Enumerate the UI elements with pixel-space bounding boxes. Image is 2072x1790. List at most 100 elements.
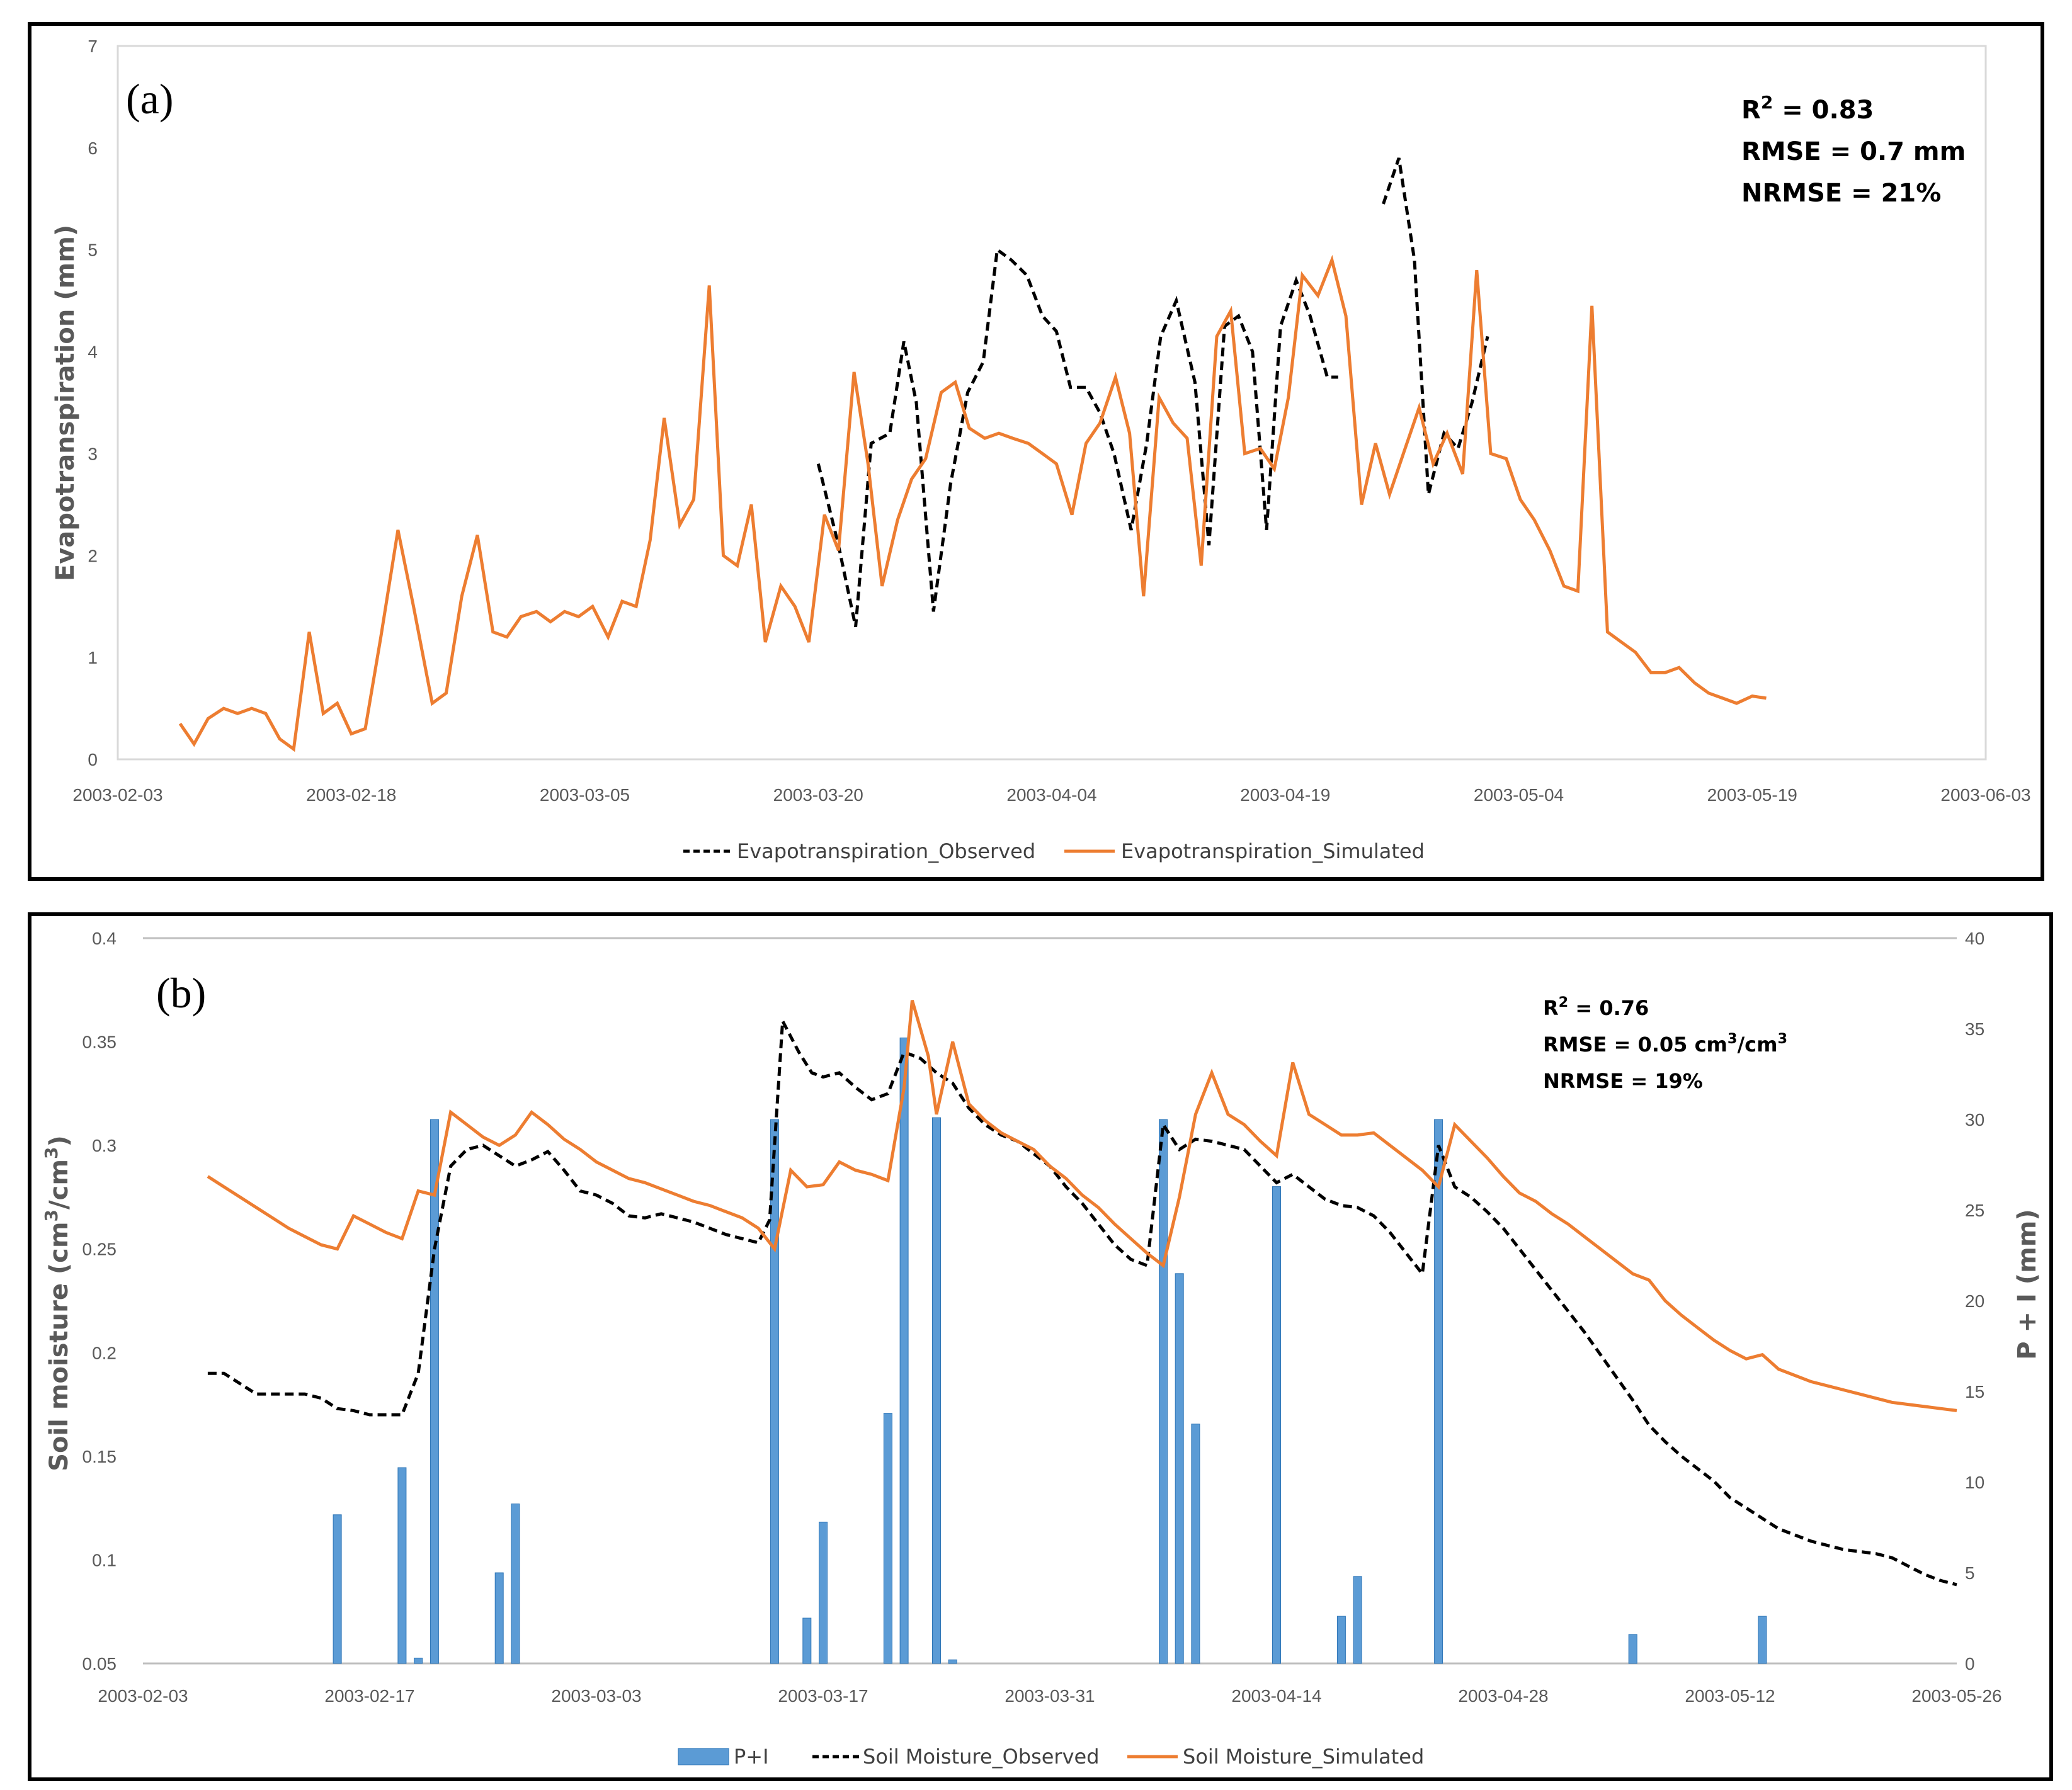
panel-b-label: (b) (156, 969, 206, 1017)
panel-b-y-axis-label: Soil moisture (cm3/cm3) (41, 1135, 74, 1471)
panel-b-y-tick-label: 0.15 (83, 1447, 117, 1466)
panel-a-x-tick-label: 2003-02-03 (72, 785, 162, 805)
panel-a-frame (28, 22, 2044, 881)
panel-b-x-tick-label: 2003-02-17 (324, 1686, 414, 1706)
panel-a: (a) Evapotranspiration (mm) 0 1 2 3 4 5 6 7 200… (28, 22, 2044, 881)
bar-pi (802, 1617, 812, 1664)
bar-pi (397, 1467, 407, 1664)
panel-a-y-ticks: 0 1 2 3 4 5 6 7 (88, 37, 98, 769)
panel-b-y-tick-label: 0.3 (92, 1136, 117, 1155)
panel-b-legend: P+I Soil Moisture_Observed Soil Moisture… (678, 1745, 1424, 1769)
panel-a-y-tick-label: 3 (88, 444, 98, 463)
panel-b-y-tick-label: 0.4 (92, 929, 117, 948)
panel-b-y-right-tick-label: 35 (1965, 1019, 1984, 1039)
bar-pi (932, 1117, 941, 1664)
bar-pi (1159, 1119, 1168, 1664)
panel-b-x-tick-label: 2003-05-26 (1911, 1686, 2001, 1706)
panel-a-x-tick-label: 2003-04-04 (1006, 785, 1096, 805)
legend-label-pi: P+I (734, 1745, 769, 1769)
bar-pi (1758, 1616, 1767, 1664)
bar-pi (333, 1514, 342, 1664)
panel-b-x-tick-label: 2003-05-12 (1685, 1686, 1775, 1706)
panel-b-y-right-tick-label: 15 (1965, 1382, 1984, 1402)
series-sm-observed-line (207, 1015, 1957, 1587)
legend-label-et-observed: Evapotranspiration_Observed (737, 839, 1035, 863)
panel-b-y-tick-label: 0.05 (83, 1654, 117, 1674)
panel-a-y-tick-label: 1 (88, 648, 98, 667)
panel-b-x-tick-label: 2003-04-14 (1231, 1686, 1321, 1706)
series-et-observed-line (1382, 157, 1489, 495)
panel-b-x-tick-label: 2003-03-17 (778, 1686, 868, 1706)
panel-b-stat-nrmse: NRMSE = 19% (1543, 1069, 1703, 1093)
panel-a-x-tick-label: 2003-05-04 (1474, 785, 1564, 805)
panel-a-x-tick-label: 2003-04-19 (1240, 785, 1330, 805)
panel-a-y-tick-label: 4 (88, 343, 98, 362)
panel-b-stats: R2 = 0.76 RMSE = 0.05 cm3/cm3 NRMSE = 19… (1543, 994, 1787, 1093)
panel-a-y-tick-label: 5 (88, 241, 98, 260)
series-sm-simulated-line (207, 1000, 1957, 1412)
panel-a-x-ticks: 2003-02-03 2003-02-18 2003-03-05 2003-03-20… (72, 785, 2030, 805)
panel-a-stats: R2 = 0.83 RMSE = 0.7 mm NRMSE = 21% (1741, 92, 1966, 208)
panel-a-x-tick-label: 2003-05-19 (1707, 785, 1797, 805)
panel-a-stat-nrmse: NRMSE = 21% (1741, 179, 1941, 208)
panel-b-stat-r2: R2 = 0.76 (1543, 994, 1649, 1020)
panel-b-y-right-axis-label: P + I (mm) (2013, 1209, 2042, 1359)
panel-a-x-tick-label: 2003-02-18 (306, 785, 396, 805)
panel-b-y-right-tick-label: 10 (1965, 1473, 1984, 1492)
panel-b-x-ticks: 2003-02-03 2003-02-17 2003-03-03 2003-03-17… (98, 1686, 2001, 1706)
panel-b-series (207, 1000, 1957, 1587)
panel-a-x-tick-label: 2003-03-20 (773, 785, 863, 805)
panel-a-y-tick-label: 2 (88, 546, 98, 565)
legend-label-sm-simulated: Soil Moisture_Simulated (1183, 1745, 1424, 1769)
legend-swatch-pi (678, 1748, 729, 1765)
panel-b-stat-rmse: RMSE = 0.05 cm3/cm3 (1543, 1031, 1787, 1056)
bar-pi (1336, 1616, 1346, 1664)
panel-a-plot-area (117, 45, 1987, 761)
series-et-observed-line (816, 247, 1338, 628)
panel-b-y-right-tick-label: 20 (1965, 1291, 1984, 1311)
panel-b-x-tick-label: 2003-02-03 (98, 1686, 188, 1706)
bar-pi (1434, 1119, 1443, 1664)
panel-b-y-tick-label: 0.35 (83, 1033, 117, 1052)
panel-b-y-right-ticks: 0 5 10 15 20 25 30 35 40 (1965, 929, 1984, 1674)
panel-b-y-right-tick-label: 25 (1965, 1201, 1984, 1220)
panel-b-frame (28, 912, 2053, 1781)
panel-b-y-tick-label: 0.1 (92, 1550, 117, 1570)
panel-a-stat-r2: R2 = 0.83 (1741, 92, 1874, 125)
panel-b-y-tick-label: 0.25 (83, 1240, 117, 1259)
legend-label-et-simulated: Evapotranspiration_Simulated (1121, 839, 1425, 863)
bar-pi (494, 1572, 504, 1664)
panel-b: (b) Soil moisture (cm3/cm3) P + I (mm) 0… (28, 912, 2053, 1781)
legend-label-sm-observed: Soil Moisture_Observed (863, 1745, 1100, 1769)
bar-pi (1191, 1424, 1200, 1664)
panel-b-y-tick-label: 0.2 (92, 1343, 117, 1362)
panel-b-y-right-tick-label: 40 (1965, 929, 1984, 948)
bar-pi (1272, 1186, 1281, 1664)
bar-pi (1353, 1576, 1362, 1664)
panel-a-legend: Evapotranspiration_Observed Evapotranspi… (683, 839, 1425, 863)
panel-b-bars (333, 1037, 1767, 1664)
panel-a-y-tick-label: 0 (88, 750, 98, 769)
panel-b-x-tick-label: 2003-03-03 (551, 1686, 641, 1706)
panel-b-y-right-tick-label: 0 (1965, 1654, 1975, 1674)
panel-b-x-tick-label: 2003-04-28 (1458, 1686, 1548, 1706)
panel-b-y-right-tick-label: 30 (1965, 1110, 1984, 1130)
panel-a-label: (a) (126, 75, 173, 123)
series-et-simulated-line (178, 254, 1767, 752)
panel-b-y-ticks: 0.05 0.1 0.15 0.2 0.25 0.3 0.35 0.4 (83, 929, 117, 1674)
bar-pi (899, 1037, 909, 1664)
panel-a-series (178, 157, 1767, 752)
bar-pi (770, 1119, 779, 1664)
bar-pi (430, 1119, 439, 1664)
bar-pi (1175, 1273, 1184, 1664)
bar-pi (948, 1659, 957, 1664)
panel-a-x-tick-label: 2003-03-05 (540, 785, 630, 805)
bar-pi (414, 1657, 423, 1664)
panel-a-stat-rmse: RMSE = 0.7 mm (1741, 137, 1966, 166)
panel-a-y-tick-label: 7 (88, 37, 98, 56)
panel-b-y-right-tick-label: 5 (1965, 1563, 1975, 1583)
panel-b-x-tick-label: 2003-03-31 (1005, 1686, 1095, 1706)
bar-pi (819, 1521, 828, 1664)
panel-a-x-tick-label: 2003-06-03 (1940, 785, 2030, 805)
